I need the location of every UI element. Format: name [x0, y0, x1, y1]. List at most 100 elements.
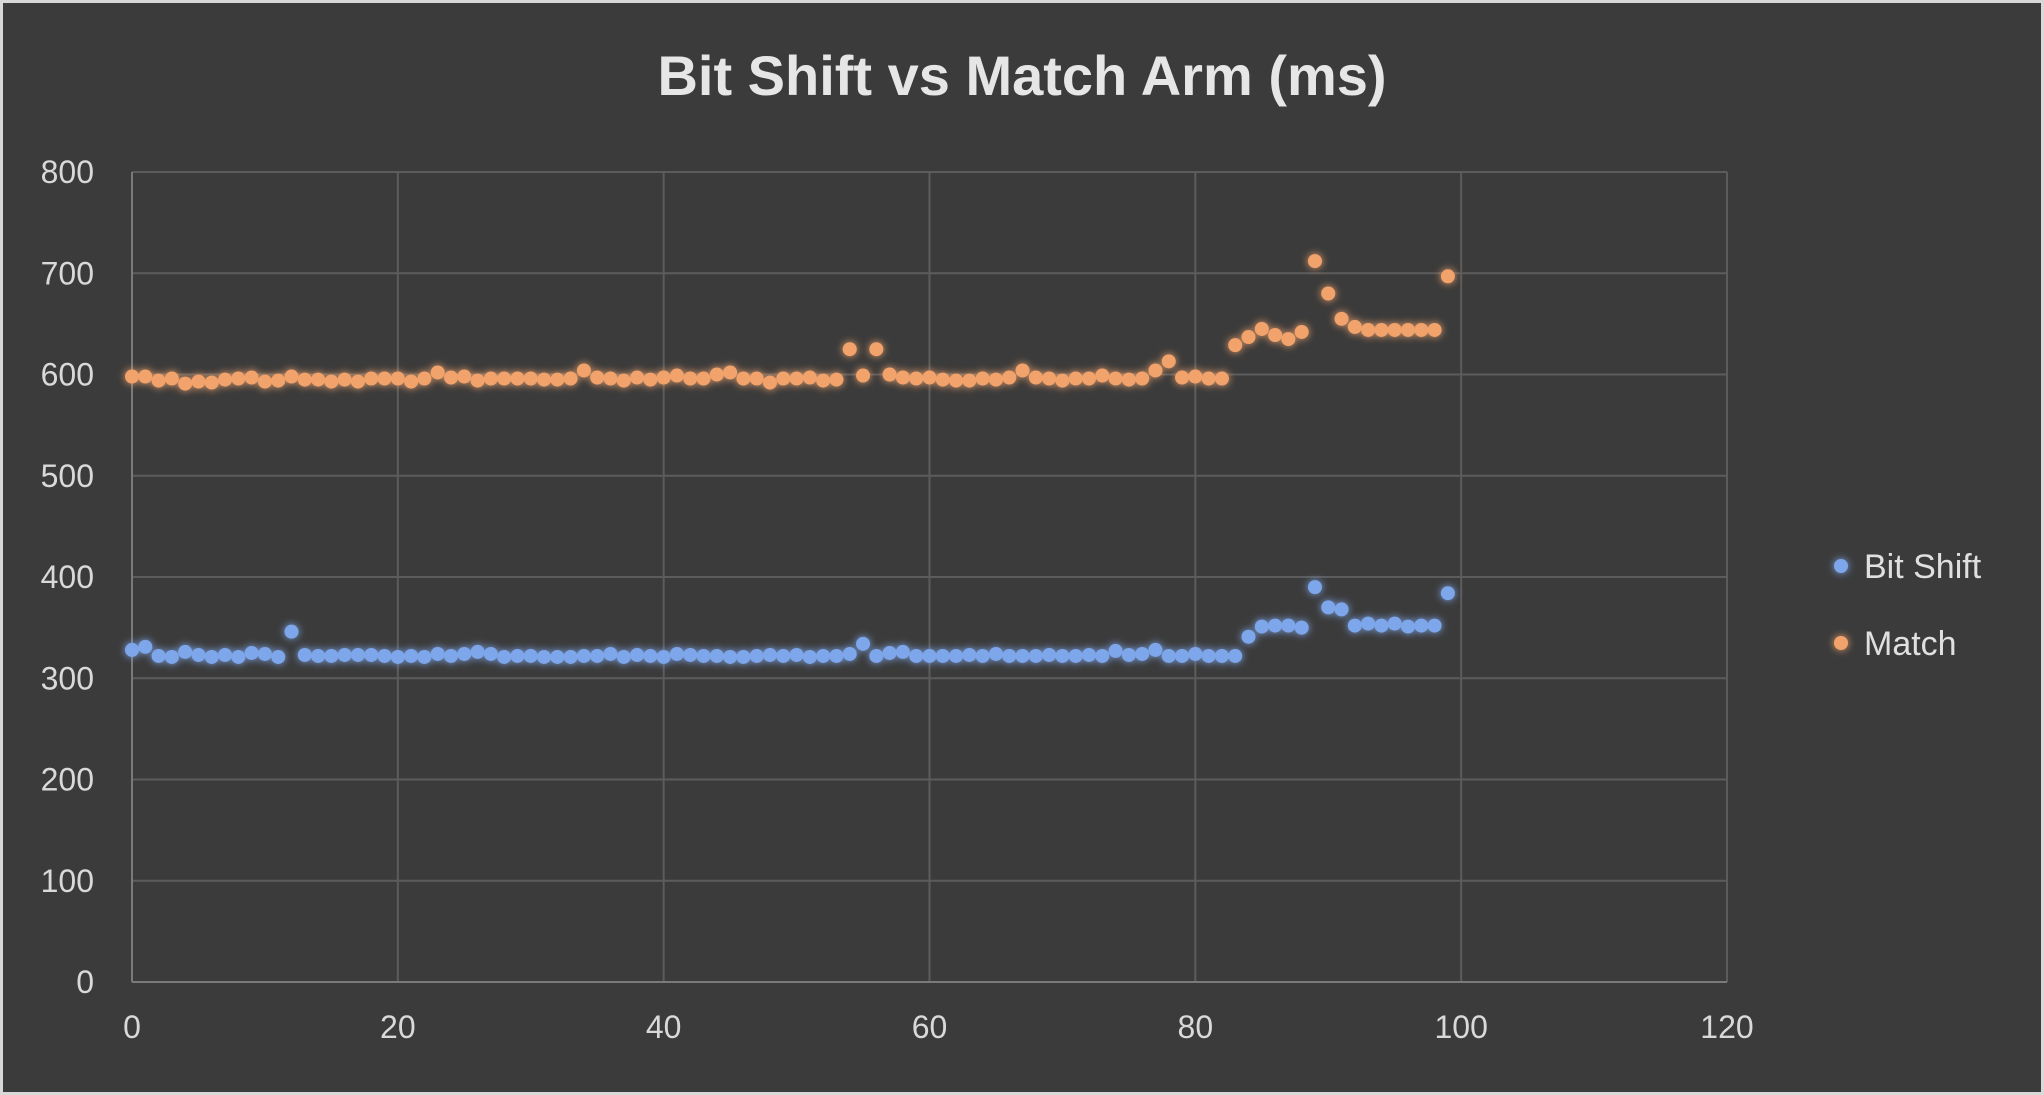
- bit-shift-point: [178, 644, 193, 659]
- bit-shift-point: [444, 648, 458, 663]
- match-point: [829, 372, 844, 387]
- bit-shift-point: [1268, 618, 1283, 633]
- bit-shift-point: [125, 642, 139, 657]
- match-point: [1294, 324, 1309, 339]
- bit-shift-point: [1188, 646, 1203, 661]
- bit-shift-point: [1121, 647, 1136, 662]
- match-point: [430, 365, 445, 380]
- legend-marker-bit-shift: [1834, 559, 1848, 573]
- match-point: [1321, 286, 1336, 301]
- match-point: [1427, 322, 1442, 337]
- bit-shift-point: [430, 646, 445, 661]
- bit-shift-point: [271, 649, 286, 664]
- bit-shift-point: [218, 647, 233, 662]
- bit-shift-point: [816, 648, 831, 663]
- bit-shift-point: [1135, 646, 1150, 661]
- bit-shift-point: [457, 646, 472, 661]
- match-point: [218, 372, 233, 387]
- legend-label-match: Match: [1864, 625, 1957, 663]
- bit-shift-point: [603, 646, 618, 661]
- bit-shift-point: [962, 647, 977, 662]
- bit-shift-point: [1214, 648, 1229, 663]
- bit-shift-point: [284, 624, 299, 639]
- bit-shift-point: [550, 649, 565, 664]
- bit-shift-point: [736, 649, 751, 664]
- bit-shift-point: [1095, 648, 1110, 663]
- match-point: [1095, 368, 1110, 383]
- bit-shift-point: [1068, 648, 1083, 663]
- bit-shift-point: [709, 648, 724, 663]
- y-tick-label: 0: [76, 964, 94, 1000]
- bit-shift-point: [191, 647, 206, 662]
- match-point: [576, 363, 591, 378]
- match-point: [1347, 319, 1362, 334]
- bit-shift-point: [630, 647, 645, 662]
- bit-shift-point: [1028, 648, 1043, 663]
- match-point: [231, 371, 246, 386]
- bit-shift-point: [909, 648, 924, 663]
- x-tick-label: 20: [380, 1009, 416, 1045]
- match-point: [988, 372, 1003, 387]
- bit-shift-point: [297, 647, 312, 662]
- y-tick-label: 200: [41, 762, 94, 798]
- match-point: [603, 371, 618, 386]
- match-point: [949, 373, 964, 388]
- match-point: [244, 370, 259, 385]
- match-point: [178, 376, 193, 391]
- match-point: [125, 369, 139, 384]
- bit-shift-point: [882, 645, 897, 660]
- bit-shift-point: [1201, 648, 1216, 663]
- bit-shift-point: [590, 648, 605, 663]
- match-point: [1334, 311, 1349, 326]
- match-point: [204, 375, 219, 390]
- bit-shift-point: [1401, 619, 1415, 634]
- match-point: [669, 368, 684, 383]
- match-point: [789, 371, 804, 386]
- tick-labels: 0 100 200 300 400 500 600 700 800 0 20 40 60 80 100 120: [41, 154, 1754, 1045]
- match-point: [350, 374, 365, 389]
- bit-shift-point: [257, 646, 272, 661]
- match-point: [736, 371, 751, 386]
- match-point: [763, 375, 777, 390]
- match-point: [1015, 363, 1030, 378]
- bit-shift-point: [523, 648, 538, 663]
- bit-shift-point: [1254, 619, 1269, 634]
- bit-shift-point: [1387, 616, 1402, 631]
- bit-shift-point: [1241, 629, 1256, 644]
- bit-shift-point: [723, 649, 738, 664]
- match-point: [709, 367, 724, 382]
- match-point: [882, 367, 897, 382]
- x-tick-label: 0: [123, 1009, 141, 1045]
- y-tick-label: 800: [41, 154, 94, 190]
- match-point: [1002, 370, 1017, 385]
- bit-shift-point: [1321, 600, 1336, 615]
- x-tick-label: 60: [912, 1009, 948, 1045]
- match-point: [191, 374, 206, 389]
- bit-shift-point: [1281, 618, 1296, 633]
- y-tick-label: 100: [41, 863, 94, 899]
- bit-shift-point: [922, 648, 937, 663]
- bit-shift-point: [364, 647, 379, 662]
- y-tick-label: 700: [41, 255, 94, 291]
- bit-shift-point: [390, 649, 405, 664]
- bit-shift-point: [231, 649, 246, 664]
- bit-shift-point: [1148, 642, 1163, 657]
- match-point: [1401, 322, 1415, 337]
- x-tick-label: 80: [1178, 1009, 1214, 1045]
- match-point: [470, 373, 485, 388]
- bit-shift-point: [683, 647, 698, 662]
- bit-shift-point: [1175, 648, 1190, 663]
- x-tick-label: 120: [1700, 1009, 1753, 1045]
- bit-shift-point: [244, 645, 259, 660]
- match-point: [1161, 354, 1176, 369]
- bit-shift-point: [802, 649, 817, 664]
- match-point: [377, 371, 392, 386]
- match-point: [656, 370, 671, 385]
- match-point: [1361, 322, 1376, 337]
- bit-shift-point: [1374, 618, 1389, 633]
- bit-shift-point: [311, 648, 326, 663]
- match-point: [151, 373, 166, 388]
- bit-shift-point: [1361, 616, 1376, 631]
- match-point: [337, 372, 352, 387]
